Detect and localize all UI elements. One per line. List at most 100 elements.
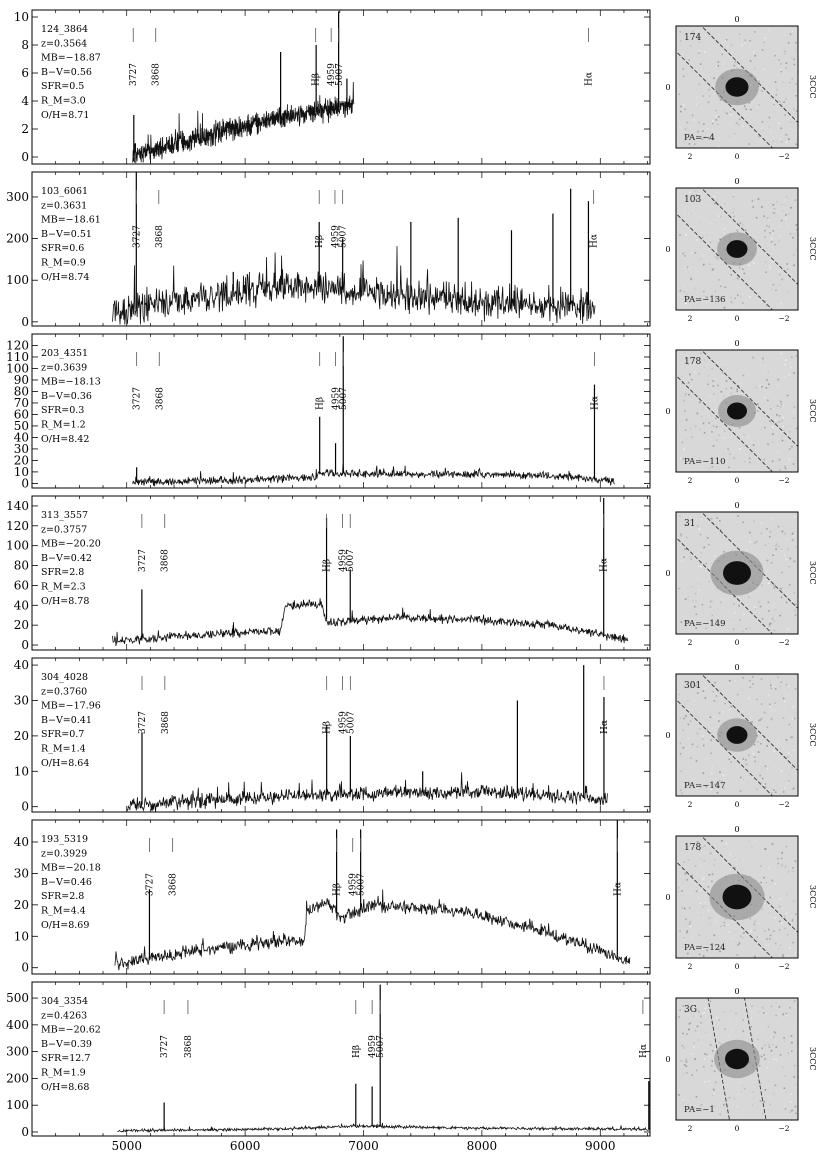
line-label: 5007	[335, 63, 345, 86]
thumb-noise	[678, 1016, 680, 1018]
thumb-noise	[691, 874, 693, 877]
thumb-noise	[730, 387, 733, 389]
thumb-noise	[757, 198, 760, 200]
thumb-noise	[775, 94, 778, 96]
thumb-noise	[696, 271, 699, 273]
thumb-noise	[718, 1019, 720, 1021]
thumb-noise	[768, 29, 770, 31]
thumb-noise	[706, 204, 709, 206]
thumb-noise	[742, 1030, 745, 1033]
thumb-noise	[686, 1072, 688, 1074]
thumb-noise	[759, 774, 761, 777]
thumb-noise	[684, 873, 687, 876]
thumb-noise	[731, 932, 734, 934]
thumb-noise	[787, 66, 790, 68]
thumb-noise	[779, 235, 781, 238]
thumb-noise	[790, 1093, 792, 1095]
thumb-side-label: 3CCC	[808, 237, 817, 260]
thumb-noise	[763, 458, 766, 461]
thumb-noise	[781, 852, 783, 854]
thumb-noise	[708, 676, 711, 678]
thumb-noise	[686, 536, 688, 539]
info-line: 313_3557	[41, 510, 88, 521]
thumb-noise	[766, 521, 769, 523]
thumb-noise	[697, 897, 700, 900]
y-tick-label: 0	[21, 476, 29, 490]
thumb-noise	[711, 916, 713, 918]
thumb-noise	[790, 56, 793, 59]
thumb-noise	[738, 426, 741, 429]
line-label: 3868	[155, 225, 165, 248]
thumb-noise	[781, 439, 784, 442]
panel-frame	[31, 819, 651, 975]
thumb-noise	[780, 596, 783, 599]
thumb-noise	[682, 68, 685, 70]
thumb-noise	[712, 425, 715, 427]
thumb-noise	[713, 398, 716, 401]
thumb-noise	[781, 550, 783, 553]
thumb-noise	[728, 466, 730, 469]
thumb-noise	[744, 115, 747, 117]
thumb-noise	[703, 299, 706, 301]
thumb-noise	[771, 261, 774, 263]
thumb-noise	[712, 1105, 715, 1107]
thumb-noise	[779, 277, 781, 280]
thumb-noise	[769, 1103, 771, 1106]
thumb-noise	[680, 457, 682, 460]
info-line: MB=−18.13	[41, 377, 101, 388]
thumb-noise	[761, 584, 763, 587]
thumb-noise	[710, 1064, 713, 1067]
thumb-noise	[791, 1109, 793, 1112]
thumb-noise	[678, 120, 680, 123]
thumb-noise	[764, 261, 767, 263]
thumb-noise	[772, 212, 775, 214]
thumb-noise	[745, 628, 748, 630]
thumb-noise	[778, 375, 781, 377]
thumb-noise	[682, 252, 685, 255]
thumb-noise	[795, 117, 797, 120]
thumb-noise	[678, 890, 680, 893]
thumb-noise	[708, 529, 710, 532]
thumb-pa-label: PA=−124	[684, 943, 726, 953]
thumb-noise	[778, 415, 781, 417]
thumb-noise	[742, 268, 744, 270]
thumb-noise	[791, 918, 794, 921]
thumb-noise	[682, 1005, 684, 1007]
thumb-noise	[782, 211, 785, 213]
thumb-noise	[690, 686, 692, 688]
info-line: SFR=0.6	[41, 243, 84, 254]
thumb-noise	[743, 42, 746, 44]
line-label: 3727	[145, 873, 155, 896]
thumb-noise	[729, 618, 732, 621]
thumb-pa-label: PA=−147	[684, 781, 726, 791]
y-tick-label: 40	[14, 430, 29, 444]
thumb-noise	[769, 256, 772, 259]
y-tick-label: 300	[6, 190, 29, 204]
thumb-noise	[777, 862, 780, 865]
thumb-noise	[780, 922, 783, 924]
thumb-noise	[792, 867, 794, 869]
thumb-scale-tick: 0	[735, 962, 740, 971]
thumb-noise	[701, 236, 704, 239]
thumb-noise	[730, 705, 733, 708]
thumb-noise	[686, 620, 688, 623]
thumb-noise	[782, 49, 784, 52]
thumb-noise	[721, 780, 723, 783]
thumb-noise	[691, 743, 694, 746]
thumb-noise	[737, 278, 740, 280]
thumb-noise	[688, 59, 690, 61]
thumb-noise	[678, 58, 680, 61]
thumb-noise	[782, 1105, 785, 1107]
thumb-noise	[790, 206, 792, 209]
thumb-noise	[763, 1100, 766, 1103]
thumb-noise	[787, 780, 790, 782]
thumb-noise	[717, 61, 720, 63]
thumb-noise	[728, 1009, 730, 1011]
thumb-noise	[695, 684, 697, 687]
thumb-noise	[714, 778, 717, 780]
thumb-noise	[719, 1113, 721, 1116]
thumb-noise	[768, 219, 770, 221]
info-line: B−V=0.46	[41, 877, 92, 888]
thumb-noise	[772, 843, 775, 846]
